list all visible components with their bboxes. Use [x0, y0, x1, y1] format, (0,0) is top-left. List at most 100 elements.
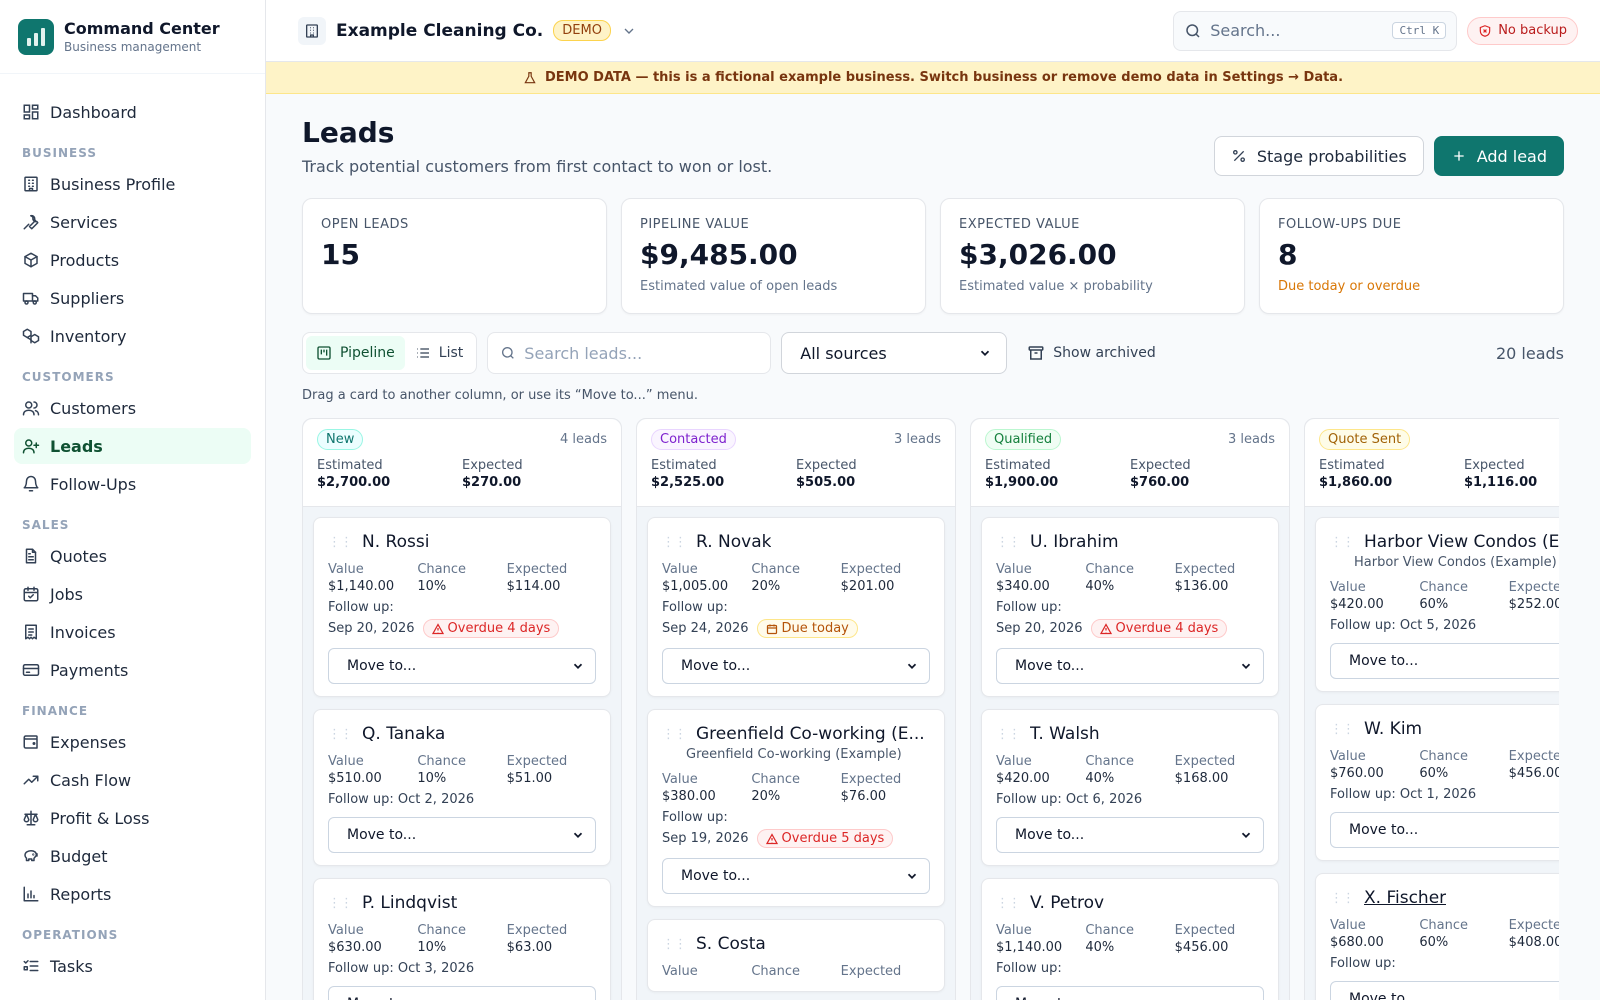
- move-to-label: Move to...: [1349, 991, 1419, 1000]
- metric-value-label: Value: [996, 562, 1032, 577]
- column-expected-value: $505.00: [796, 475, 856, 490]
- move-to-select[interactable]: Move to...: [328, 986, 596, 1000]
- lead-card[interactable]: ⋮⋮ R. Novak Value $1,005.00 Chance 20% Expe…: [647, 517, 945, 697]
- alert-triangle-icon: [431, 622, 444, 634]
- drag-handle-icon[interactable]: ⋮⋮: [1330, 890, 1355, 906]
- sidebar-item-dashboard[interactable]: Dashboard: [14, 94, 251, 130]
- sidebar-item-cash-flow[interactable]: Cash Flow: [14, 762, 251, 798]
- drag-handle-icon[interactable]: ⋮⋮: [996, 534, 1021, 550]
- lead-name[interactable]: Greenfield Co-working (E...: [696, 724, 925, 744]
- drag-handle-icon[interactable]: ⋮⋮: [662, 534, 687, 550]
- sidebar-item-products[interactable]: Products: [14, 242, 251, 278]
- drag-handle-icon[interactable]: ⋮⋮: [996, 895, 1021, 911]
- sidebar-item-jobs[interactable]: Jobs: [14, 576, 251, 612]
- sidebar-item-budget[interactable]: Budget: [14, 838, 251, 874]
- lead-name[interactable]: Harbor View Condos (Example): [1364, 532, 1559, 552]
- column-cards: ⋮⋮ N. Rossi Value $1,140.00 Chance 10% Expe…: [303, 507, 621, 1000]
- lead-name[interactable]: S. Costa: [696, 934, 766, 954]
- move-to-select[interactable]: Move to...: [1330, 812, 1559, 848]
- column-lead-count: 3 leads: [893, 432, 941, 447]
- move-to-select[interactable]: Move to...: [328, 817, 596, 853]
- sidebar-item-follow-ups[interactable]: Follow-Ups: [14, 466, 251, 502]
- lead-card[interactable]: ⋮⋮ S. Costa Value Chance Expected: [647, 919, 945, 992]
- lead-card[interactable]: ⋮⋮ Q. Tanaka Value $510.00 Chance 10% Expec…: [313, 709, 611, 866]
- move-to-select[interactable]: Move to...: [1330, 981, 1559, 1000]
- lead-name[interactable]: N. Rossi: [362, 532, 430, 552]
- sidebar-item-leads[interactable]: Leads: [14, 428, 251, 464]
- source-filter-select[interactable]: All sources: [781, 332, 1008, 374]
- global-search[interactable]: Search... Ctrl K: [1173, 10, 1458, 51]
- add-lead-label: Add lead: [1476, 146, 1547, 166]
- brand-logo-icon: [18, 18, 54, 55]
- brand[interactable]: Command Center Business management: [0, 0, 265, 74]
- sidebar-item-profit-loss[interactable]: Profit & Loss: [14, 800, 251, 836]
- sidebar-item-inventory[interactable]: Inventory: [14, 318, 251, 354]
- drag-handle-icon[interactable]: ⋮⋮: [662, 936, 687, 952]
- metric-value-label: Value: [328, 562, 364, 577]
- lead-card[interactable]: ⋮⋮ Harbor View Condos (Example) Harbor Vie…: [1315, 517, 1559, 692]
- drag-handle-icon[interactable]: ⋮⋮: [328, 534, 353, 550]
- stat-label: PIPELINE VALUE: [640, 217, 750, 232]
- drag-handle-icon[interactable]: ⋮⋮: [1330, 721, 1355, 737]
- chevron-down-icon[interactable]: [621, 23, 637, 39]
- sidebar-item-services[interactable]: Services: [14, 204, 251, 240]
- business-name[interactable]: Example Cleaning Co.: [336, 20, 544, 41]
- lead-card[interactable]: ⋮⋮ N. Rossi Value $1,140.00 Chance 10% Expe…: [313, 517, 611, 697]
- view-pipeline-button[interactable]: Pipeline: [306, 336, 405, 370]
- move-to-select[interactable]: Move to...: [662, 858, 930, 894]
- lead-name[interactable]: U. Ibrahim: [1030, 532, 1119, 552]
- lead-value: $760.00: [1330, 766, 1384, 781]
- sidebar-item-quotes[interactable]: Quotes: [14, 538, 251, 574]
- drag-handle-icon[interactable]: ⋮⋮: [996, 726, 1021, 742]
- lead-search-input[interactable]: [524, 343, 759, 363]
- move-to-select[interactable]: Move to...: [996, 986, 1264, 1000]
- pipeline-column-quote-sent[interactable]: Quote Sent 3 leads Estimated$1,860.00 Ex…: [1304, 418, 1559, 1000]
- sidebar-item-customers[interactable]: Customers: [14, 390, 251, 426]
- lead-name[interactable]: W. Kim: [1364, 719, 1423, 739]
- drag-handle-icon[interactable]: ⋮⋮: [662, 726, 687, 742]
- pipeline-column-new[interactable]: New 4 leads Estimated $2,700.00 Expected $…: [302, 418, 622, 1000]
- lead-card[interactable]: ⋮⋮ T. Walsh Value $420.00 Chance 40% Expect…: [981, 709, 1279, 866]
- sidebar-item-reports[interactable]: Reports: [14, 876, 251, 912]
- sidebar-item-business-profile[interactable]: Business Profile: [14, 166, 251, 202]
- move-to-select[interactable]: Move to...: [662, 648, 930, 684]
- lead-name[interactable]: V. Petrov: [1030, 893, 1105, 913]
- lead-card[interactable]: ⋮⋮ U. Ibrahim Value $340.00 Chance 40% Expe…: [981, 517, 1279, 697]
- move-to-select[interactable]: Move to...: [328, 648, 596, 684]
- global-search-placeholder: Search...: [1210, 21, 1281, 40]
- move-to-select[interactable]: Move to...: [996, 817, 1264, 853]
- view-toggle: Pipeline List: [302, 332, 478, 374]
- lead-card[interactable]: ⋮⋮ W. Kim Value $760.00 Chance 60% Expected…: [1315, 704, 1559, 861]
- sidebar-item-suppliers[interactable]: Suppliers: [14, 280, 251, 316]
- lead-card[interactable]: ⋮⋮ V. Petrov Value $1,140.00 Chance 40% Exp…: [981, 878, 1279, 1000]
- lead-expected: $76.00: [840, 789, 887, 804]
- view-list-button[interactable]: List: [405, 336, 473, 370]
- drag-handle-icon[interactable]: ⋮⋮: [328, 895, 353, 911]
- backup-status-button[interactable]: No backup: [1467, 16, 1578, 45]
- lead-name[interactable]: P. Lindqvist: [362, 893, 458, 913]
- lead-name[interactable]: T. Walsh: [1030, 724, 1100, 744]
- move-to-select[interactable]: Move to...: [1330, 643, 1559, 679]
- pipeline-column-qualified[interactable]: Qualified 3 leads Estimated $1,900.00 Exp…: [970, 418, 1290, 1000]
- lead-name[interactable]: X. Fischer: [1364, 888, 1447, 908]
- lead-card[interactable]: ⋮⋮ Greenfield Co-working (E... Greenfield …: [647, 709, 945, 907]
- drag-handle-icon[interactable]: ⋮⋮: [328, 726, 353, 742]
- stage-probabilities-button[interactable]: Stage probabilities: [1213, 136, 1424, 176]
- sidebar-item-payments[interactable]: Payments: [14, 652, 251, 688]
- column-header: Contacted 3 leads Estimated $2,525.00 Exp…: [637, 419, 955, 507]
- backup-status-label: No backup: [1498, 23, 1567, 38]
- sidebar-item-expenses[interactable]: Expenses: [14, 724, 251, 760]
- lead-card[interactable]: ⋮⋮ P. Lindqvist Value $630.00 Chance 10% Ex…: [313, 878, 611, 1000]
- lead-name[interactable]: Q. Tanaka: [362, 724, 446, 744]
- drag-handle-icon[interactable]: ⋮⋮: [1330, 534, 1355, 550]
- lead-expected: $456.00: [1508, 766, 1559, 781]
- lead-expected: $51.00: [506, 771, 553, 786]
- move-to-select[interactable]: Move to...: [996, 648, 1264, 684]
- show-archived-toggle[interactable]: Show archived: [1027, 344, 1156, 362]
- pipeline-column-contacted[interactable]: Contacted 3 leads Estimated $2,525.00 Exp…: [636, 418, 956, 1000]
- sidebar-item-tasks[interactable]: Tasks: [14, 948, 251, 984]
- lead-name[interactable]: R. Novak: [696, 532, 772, 552]
- lead-card[interactable]: ⋮⋮ X. Fischer Value $680.00 Chance 60% Expe…: [1315, 873, 1559, 1000]
- sidebar-item-invoices[interactable]: Invoices: [14, 614, 251, 650]
- add-lead-button[interactable]: Add lead: [1433, 136, 1564, 176]
